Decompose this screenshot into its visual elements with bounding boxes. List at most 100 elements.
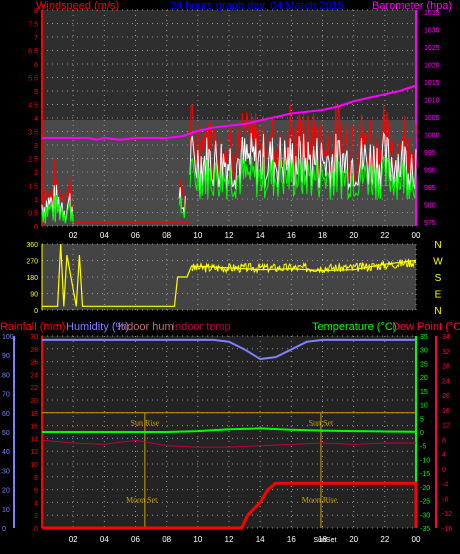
direction-y-tick: 90 (30, 292, 38, 299)
baro-y-tick: 990 (424, 168, 436, 175)
temp-x-tick: 08 (162, 535, 171, 544)
wind-y-tick: 2.5 (28, 157, 38, 164)
dewpoint-y-tick: 34 (442, 334, 450, 341)
humidity-y-tick: 40 (2, 449, 10, 456)
baro-y-tick: 995 (424, 150, 436, 157)
temperature-y-tick: -35 (420, 526, 430, 533)
dewpoint-y-tick: 20 (442, 393, 450, 400)
indoor-hum-label: Indoor hum (118, 321, 174, 333)
rainfall-line (42, 481, 418, 530)
temperature-y-tick: 35 (420, 334, 428, 341)
wind-x-tick: 16 (287, 231, 296, 240)
rainfall-y-tick: 12 (30, 449, 38, 456)
humidity-y-tick: 70 (2, 392, 10, 399)
humidity-line (42, 338, 416, 361)
wind-speed-line (189, 131, 417, 191)
temp-x-tick: 00 (412, 535, 421, 544)
moon-rise-label: Moon Rise (302, 495, 338, 504)
baro-y-tick: 1005 (424, 115, 440, 122)
sun-rise-label: Sun Rise (131, 419, 160, 428)
rainfall-y-tick: 16 (30, 424, 38, 431)
wind-y-tick: 4.5 (28, 103, 38, 110)
humidity-y-tick: 0 (2, 526, 6, 533)
direction-plot-area (42, 244, 416, 310)
wind-y-tick: 5 (34, 89, 38, 96)
wind-y-tick: 7 (34, 35, 38, 42)
humidity-y-tick: 80 (2, 372, 10, 379)
dewpoint-y-tick: -12 (442, 511, 452, 518)
rainfall-y-tick: 4 (34, 500, 38, 507)
rainfall-y-tick: 22 (30, 385, 38, 392)
wind-x-tick: 10 (193, 231, 202, 240)
temperature-y-tick: 25 (420, 361, 428, 368)
dewpoint-y-tick: -8 (442, 496, 448, 503)
temp-x-tick: 18 (318, 535, 327, 544)
rainfall-y-tick: 0 (34, 526, 38, 533)
humidity-y-tick: 90 (2, 353, 10, 360)
temp-x-tick: 02 (69, 535, 78, 544)
wind-y-tick: 1 (34, 197, 38, 204)
wind-avg-line (41, 195, 74, 225)
dewpoint-y-tick: 24 (442, 378, 450, 385)
rainfall-y-tick: 26 (30, 360, 38, 367)
dewpoint-y-tick: 8 (442, 437, 446, 444)
wind-x-tick: 14 (256, 231, 265, 240)
rainfall-y-tick: 10 (30, 462, 38, 469)
temperature-axis-label: Temperature (°C) (312, 321, 397, 333)
temp-x-tick: 06 (131, 535, 140, 544)
dewpoint-y-tick: 4 (442, 452, 446, 459)
wind-gust-line (41, 160, 74, 218)
temperature-y-tick: -10 (420, 457, 430, 464)
barometer-axis-label: Barometer (hpa) (372, 0, 453, 12)
wind-x-tick: 12 (225, 231, 234, 240)
temperature-y-tick: 30 (420, 348, 428, 355)
rainfall-axis-label: Rainfall (mm) (0, 321, 66, 333)
compass-label: N (434, 306, 441, 317)
temp-x-tick: 10 (193, 535, 202, 544)
direction-y-tick: 270 (26, 259, 38, 266)
baro-y-tick: 975 (424, 220, 436, 227)
baro-y-tick: 980 (424, 203, 436, 210)
baro-y-tick: 985 (424, 185, 436, 192)
temp-x-tick: 04 (100, 535, 109, 544)
direction-y-tick: 0 (34, 308, 38, 315)
wind-y-tick: 7.5 (28, 22, 38, 29)
wind-x-tick: 08 (162, 231, 171, 240)
baro-y-tick: 1025 (424, 45, 440, 52)
rainfall-y-tick: 24 (30, 372, 38, 379)
barometer-line (42, 84, 417, 141)
wind-y-tick: 2 (34, 170, 38, 177)
compass-label: E (435, 290, 442, 301)
dewpoint-y-tick: -4 (442, 482, 448, 489)
temp-x-tick: 12 (225, 535, 234, 544)
moon-set-label: Moon Set (126, 495, 158, 504)
wind-x-tick: 02 (69, 231, 78, 240)
temperature-y-tick: 10 (420, 403, 428, 410)
wind-y-tick: 0 (34, 224, 38, 231)
temperature-y-tick: 20 (420, 375, 428, 382)
dewpoint-y-tick: 28 (442, 364, 450, 371)
baro-y-tick: 1010 (424, 98, 440, 105)
humidity-y-tick: 10 (2, 507, 10, 514)
graph-title: 24 hours graph day, 04 March 2015 (170, 0, 344, 12)
wind-y-tick: 6 (34, 62, 38, 69)
dewpoint-line (41, 439, 416, 448)
rainfall-y-tick: 20 (30, 398, 38, 405)
humidity-y-tick: 50 (2, 430, 10, 437)
wind-x-tick: 04 (100, 231, 109, 240)
baro-y-tick: 1000 (424, 133, 440, 140)
humidity-y-tick: 60 (2, 411, 10, 418)
temperature-line (42, 427, 417, 433)
wind-y-tick: 6.5 (28, 49, 38, 56)
wind-avg-line (189, 155, 417, 200)
direction-y-tick: 180 (26, 275, 38, 282)
direction-y-tick: 360 (26, 242, 38, 249)
temp-x-tick: 22 (380, 535, 389, 544)
temperature-y-tick: 5 (420, 416, 424, 423)
temperature-y-tick: -30 (420, 512, 430, 519)
compass-label: N (434, 240, 441, 251)
rainfall-y-tick: 6 (34, 488, 38, 495)
temp-x-tick: 14 (256, 535, 265, 544)
wind-avg-line (178, 196, 186, 219)
wind-x-tick: 22 (380, 231, 389, 240)
